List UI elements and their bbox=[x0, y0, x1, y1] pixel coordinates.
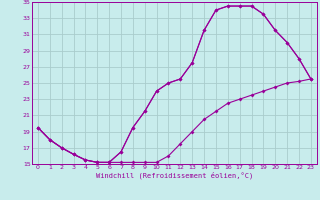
X-axis label: Windchill (Refroidissement éolien,°C): Windchill (Refroidissement éolien,°C) bbox=[96, 172, 253, 179]
